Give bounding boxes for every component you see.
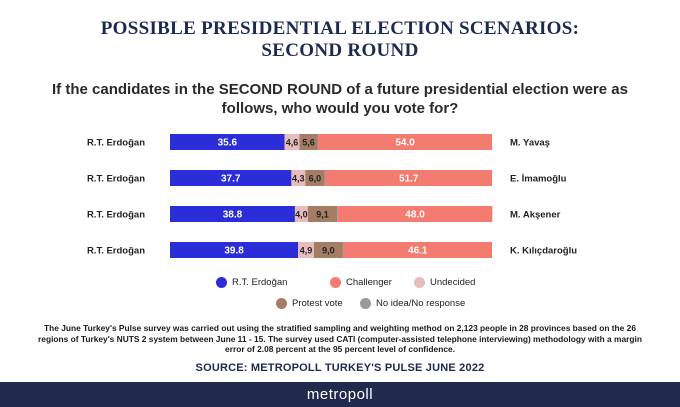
bar-segment-erdogan — [170, 134, 285, 150]
legend-undecided: Undecided — [414, 275, 475, 289]
bar-segment-no-idea — [324, 170, 326, 186]
bar-segment-no-idea — [342, 242, 344, 258]
legend-erdogan-swatch — [216, 276, 227, 288]
bar-segment-protest — [299, 134, 318, 150]
legend-no-idea: No idea/No response — [360, 296, 465, 310]
bar-segment-no-idea — [317, 134, 319, 150]
data-label-erdogan: 39.8 — [224, 246, 244, 257]
legend-undecided-swatch — [414, 276, 425, 288]
legend-protest-label: Protest vote — [292, 297, 343, 309]
bar-segment-protest — [313, 242, 343, 258]
row-right-label: K. Kılıçdaroğlu — [510, 246, 577, 257]
bar-segment-challenger — [337, 206, 493, 222]
bar-segment-no-idea — [337, 206, 338, 222]
data-label-protest: 9,1 — [316, 210, 329, 220]
bar-segment-undecided — [291, 170, 306, 186]
bar-segment-undecided — [294, 206, 308, 222]
legend-protest: Protest vote — [276, 296, 343, 310]
legend-protest-swatch — [276, 297, 287, 309]
row-right-label: M. Yavaş — [510, 138, 550, 149]
row-left-label: R.T. Erdoğan — [87, 210, 145, 221]
legend-undecided-label: Undecided — [430, 276, 476, 288]
data-label-protest: 5,6 — [302, 138, 315, 148]
metropoll-logo-text: metropoll — [306, 386, 374, 403]
bar-segment-protest — [305, 170, 325, 186]
data-label-challenger: 54.0 — [395, 138, 415, 149]
data-label-undecided: 4,6 — [286, 138, 299, 148]
data-label-erdogan: 38.8 — [223, 210, 243, 221]
data-label-challenger: 46.1 — [408, 246, 428, 257]
data-label-challenger: 48.0 — [405, 210, 425, 221]
row-right-label: M. Akşener — [510, 210, 561, 221]
data-label-undecided: 4,9 — [300, 246, 313, 256]
bar-segment-undecided — [284, 134, 300, 150]
legend-challenger-label: Challenger — [346, 276, 392, 288]
footer-brand-bar: metropoll — [0, 382, 680, 407]
bar-segment-challenger — [325, 170, 492, 186]
legend-challenger: Challenger — [330, 275, 392, 289]
row-right-label: E. İmamoğlu — [510, 174, 567, 185]
row-left-label: R.T. Erdoğan — [87, 174, 145, 185]
bar-segment-challenger — [343, 242, 492, 258]
survey-methodology-note: The June Turkey's Pulse survey was carri… — [38, 323, 642, 354]
question-line1: If the candidates in the SECOND ROUND of… — [52, 81, 628, 98]
legend-erdogan-label: R.T. Erdoğan — [232, 276, 288, 288]
data-label-protest: 9,0 — [322, 246, 335, 256]
data-label-protest: 6,0 — [309, 174, 322, 184]
source-line: SOURCE: METROPOLL TURKEY'S PULSE JUNE 20… — [195, 362, 485, 374]
data-label-erdogan: 37.7 — [221, 174, 241, 185]
data-label-undecided: 4,3 — [292, 174, 305, 184]
data-label-erdogan: 35.6 — [218, 138, 238, 149]
chart-title-line2: SECOND ROUND — [261, 40, 419, 61]
bar-segment-erdogan — [170, 206, 295, 222]
legend-no-idea-swatch — [360, 297, 371, 309]
bar-segment-undecided — [298, 242, 314, 258]
data-label-undecided: 4,0 — [295, 210, 308, 220]
bar-segment-erdogan — [170, 170, 292, 186]
bar-segment-challenger — [318, 134, 492, 150]
row-left-label: R.T. Erdoğan — [87, 246, 145, 257]
legend-no-idea-label: No idea/No response — [376, 297, 466, 309]
chart-title-line1: POSSIBLE PRESIDENTIAL ELECTION SCENARIOS… — [100, 18, 580, 39]
data-label-challenger: 51.7 — [399, 174, 419, 185]
bar-segment-protest — [307, 206, 338, 222]
question-line2: follows, who would you vote for? — [221, 100, 459, 117]
row-left-label: R.T. Erdoğan — [87, 138, 145, 149]
legend-erdogan: R.T. Erdoğan — [216, 275, 287, 289]
legend-challenger-swatch — [330, 276, 341, 288]
bar-segment-erdogan — [170, 242, 299, 258]
